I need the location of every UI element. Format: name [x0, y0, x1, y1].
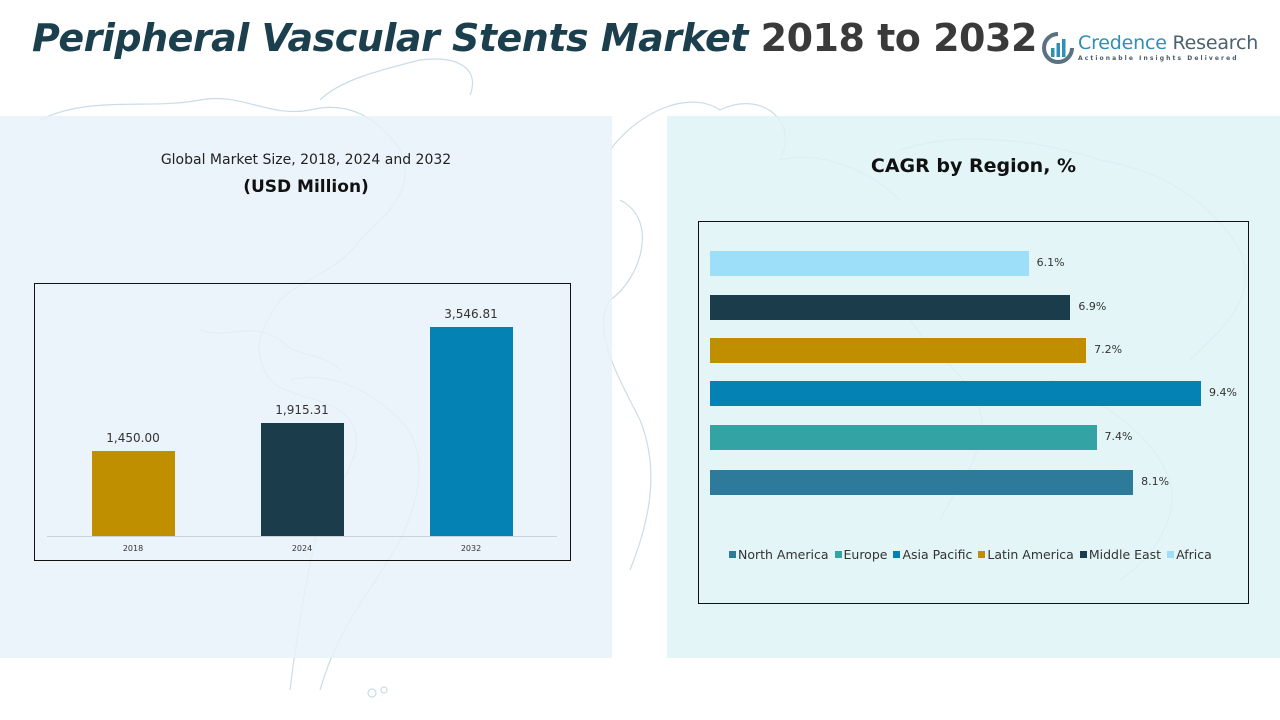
bar-value-label: 6.1% [1036, 256, 1065, 269]
legend-swatch [1079, 551, 1087, 558]
legend-item-middle-east: Middle East [1079, 547, 1162, 562]
bar-middle-east [710, 295, 1071, 320]
market-size-subtitle: Global Market Size, 2018, 2024 and 2032 [160, 152, 452, 168]
legend-label: Asia Pacific [902, 547, 973, 562]
bar-2018 [91, 450, 175, 536]
bar-latin-america [710, 338, 1087, 363]
legend-item-asia-pacific: Asia Pacific [893, 547, 972, 562]
bar-value-label: 3,546.81 [444, 307, 498, 321]
x-tick-label: 2018 [122, 544, 144, 553]
credence-research-logo: Credence Research Actionable Insights De… [1040, 30, 1258, 70]
bar-north-america [710, 470, 1134, 495]
bar-2024 [260, 423, 344, 536]
bar-europe [710, 425, 1097, 450]
logo-tagline: Actionable Insights Delivered [1078, 55, 1239, 62]
x-tick-label: 2032 [460, 544, 482, 553]
market-size-unit: (USD Million) [243, 177, 369, 197]
legend-label: Latin America [987, 547, 1074, 562]
legend-swatch [729, 551, 736, 558]
cagr-chart-title: CAGR by Region, % [870, 155, 1077, 177]
legend-label: North America [738, 547, 829, 562]
legend-swatch [978, 551, 986, 558]
bar-chart-circle-icon [1042, 32, 1074, 64]
bar-value-label: 1,915.31 [275, 403, 329, 418]
legend-label: Africa [1176, 547, 1212, 562]
bar-2032 [429, 327, 513, 536]
bar-value-label: 9.4% [1209, 386, 1237, 399]
cagr-legend: North America Europe Asia Pacific Latin Ame… [729, 547, 1212, 562]
legend-item-latin-america: Latin America [978, 547, 1074, 562]
legend-swatch [834, 551, 842, 558]
bar-asia-pacific [710, 381, 1201, 406]
bar-value-label: 8.1% [1141, 475, 1170, 488]
legend-item-europe: Europe [834, 547, 888, 562]
bar-value-label: 7.4% [1104, 430, 1133, 443]
bar-value-label: 7.2% [1094, 343, 1123, 356]
x-tick-label: 2024 [291, 544, 313, 553]
legend-label: Europe [843, 547, 888, 562]
title-years: 2018 to 2032 [760, 16, 1038, 60]
bar-value-label: 1,450.00 [106, 430, 160, 445]
legend-swatch [1167, 551, 1175, 558]
logo-name-part1: Credence [1078, 32, 1167, 54]
legend-swatch [893, 551, 901, 558]
bar-africa [710, 251, 1029, 276]
logo-name: Credence Research [1078, 32, 1258, 54]
x-axis-baseline [47, 536, 557, 537]
page-title: Peripheral Vascular Stents Market 2018 t… [32, 16, 1037, 60]
legend-item-north-america: North America [729, 547, 829, 562]
legend-item-africa: Africa [1167, 547, 1212, 562]
cagr-chart-frame [698, 221, 1249, 604]
title-main: Peripheral Vascular Stents Market [32, 16, 748, 60]
market-size-chart-frame [34, 283, 571, 561]
logo-name-part2: Research [1172, 32, 1259, 54]
legend-label: Middle East [1088, 547, 1162, 562]
bar-value-label: 6.9% [1078, 300, 1107, 313]
